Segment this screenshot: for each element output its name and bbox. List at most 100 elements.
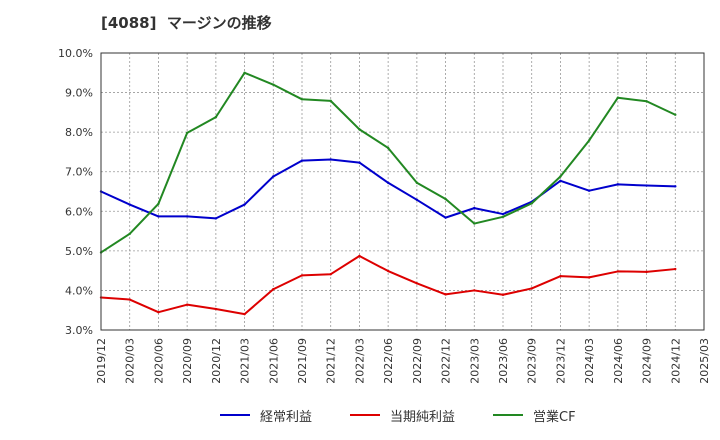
x-tick-label: 2020/06 (152, 338, 165, 384)
chart-title: [4088] マージンの推移 (101, 14, 272, 32)
x-tick-label: 2023/12 (554, 338, 567, 384)
x-tick-label: 2022/06 (382, 338, 395, 384)
data-point-net-income (645, 270, 648, 274)
x-tick-label: 2025/03 (698, 338, 711, 384)
data-point-operating-cf (501, 215, 505, 219)
y-tick-label: 7.0% (65, 166, 93, 179)
x-tick-label: 2024/12 (669, 338, 682, 384)
data-point-recurring-profit (329, 158, 332, 161)
y-tick-label: 5.0% (65, 245, 93, 258)
data-point-recurring-profit (243, 203, 246, 206)
x-tick-label: 2024/09 (641, 338, 654, 384)
data-point-recurring-profit (386, 181, 390, 184)
data-point-net-income (300, 274, 304, 277)
y-tick-label: 6.0% (65, 205, 93, 218)
data-point-operating-cf (473, 222, 476, 225)
data-point-operating-cf (587, 139, 591, 142)
data-point-net-income (157, 310, 160, 314)
data-point-recurring-profit (358, 161, 361, 164)
legend-swatch-recurring-profit (220, 414, 250, 416)
legend-label-recurring-profit: 経常利益 (260, 409, 313, 425)
data-point-recurring-profit (587, 189, 591, 192)
x-tick-label: 2023/03 (468, 338, 481, 384)
legend-label-operating-cf: 営業CF (533, 409, 576, 425)
data-point-recurring-profit (645, 184, 648, 187)
data-point-recurring-profit (444, 216, 447, 219)
data-point-operating-cf (530, 202, 533, 205)
data-point-net-income (358, 254, 361, 258)
data-point-recurring-profit (185, 215, 189, 218)
data-point-operating-cf (300, 98, 304, 101)
data-point-recurring-profit (415, 198, 419, 202)
plot-border (100, 52, 705, 331)
data-point-operating-cf (616, 96, 620, 99)
x-tick-label: 2024/06 (612, 338, 625, 384)
data-point-recurring-profit (272, 175, 275, 178)
data-point-operating-cf (272, 83, 275, 86)
data-point-operating-cf (128, 232, 131, 236)
y-tick-label: 9.0% (65, 87, 93, 100)
data-point-recurring-profit (501, 212, 505, 216)
y-tick-label: 10.0% (58, 47, 93, 60)
data-point-operating-cf (185, 131, 189, 135)
data-point-net-income (214, 307, 218, 311)
data-point-net-income (386, 269, 390, 273)
x-tick-label: 2020/09 (181, 338, 194, 384)
legend-item-net-income: 当期純利益 (350, 405, 455, 425)
data-point-net-income (616, 270, 620, 273)
legend-label-net-income: 当期純利益 (390, 409, 456, 425)
x-tick-label: 2021/03 (239, 338, 252, 384)
data-point-operating-cf (329, 99, 332, 103)
x-tick-label: 2020/12 (210, 338, 223, 384)
data-point-operating-cf (415, 181, 419, 184)
data-point-operating-cf (358, 128, 361, 131)
data-point-net-income (501, 293, 505, 296)
y-tick-label: 3.0% (65, 324, 93, 337)
y-tick-label: 4.0% (65, 284, 93, 297)
x-tick-label: 2021/12 (325, 338, 338, 384)
data-point-net-income (272, 288, 275, 291)
x-tick-label: 2020/03 (124, 338, 137, 384)
x-tick-label: 2021/09 (296, 338, 309, 384)
data-point-recurring-profit (300, 159, 304, 162)
x-tick-label: 2023/09 (526, 338, 539, 384)
legend-item-operating-cf: 営業CF (493, 405, 576, 425)
data-point-net-income (530, 287, 533, 290)
y-tick-label: 8.0% (65, 126, 93, 139)
x-tick-label: 2024/03 (583, 338, 596, 384)
data-point-net-income (587, 276, 591, 279)
data-point-recurring-profit (473, 206, 476, 210)
legend-swatch-operating-cf (493, 414, 523, 416)
data-point-net-income (444, 293, 447, 296)
axis-layer: 3.0% 4.0% 5.0% 6.0% 7.0% 8.0% 9.0% 10.0% 2019/12… (58, 47, 711, 384)
x-tick-label: 2021/06 (267, 338, 280, 384)
data-point-net-income (674, 267, 677, 271)
x-tick-label: 2022/03 (353, 338, 366, 384)
data-point-operating-cf (214, 115, 218, 119)
data-point-recurring-profit (157, 215, 160, 218)
series-layer (99, 71, 677, 316)
x-tick-label: 2023/06 (497, 338, 510, 384)
data-point-net-income (415, 282, 419, 285)
data-point-operating-cf (243, 71, 246, 74)
x-tick-label: 2022/12 (440, 338, 453, 384)
data-point-net-income (243, 312, 246, 316)
data-point-operating-cf (559, 175, 562, 178)
data-point-recurring-profit (559, 179, 562, 183)
data-point-operating-cf (444, 197, 447, 201)
data-point-net-income (329, 273, 332, 276)
legend-swatch-net-income (350, 414, 380, 416)
data-point-recurring-profit (674, 185, 677, 188)
x-tick-label: 2022/09 (411, 338, 424, 384)
data-point-operating-cf (386, 146, 390, 150)
data-point-net-income (185, 303, 189, 306)
data-point-net-income (473, 289, 476, 292)
data-point-net-income (559, 274, 562, 278)
data-point-recurring-profit (128, 203, 131, 206)
data-point-net-income (128, 298, 131, 301)
legend-item-recurring-profit: 経常利益 (220, 405, 312, 425)
data-point-operating-cf (157, 202, 160, 205)
x-tick-label: 2019/12 (95, 338, 108, 384)
data-point-recurring-profit (616, 183, 620, 186)
